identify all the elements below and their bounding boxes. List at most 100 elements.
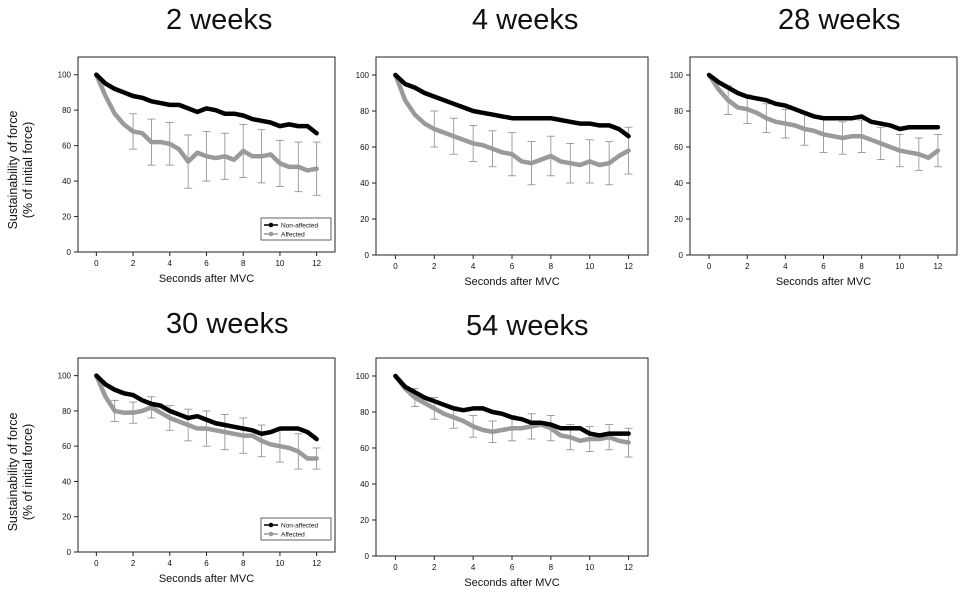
x-tick-label: 2 xyxy=(131,259,136,268)
y-tick-label: 0 xyxy=(67,248,72,257)
x-tick-label: 0 xyxy=(94,259,99,268)
legend-label: Affected xyxy=(281,232,305,239)
x-tick-label: 6 xyxy=(204,559,209,568)
y-tick-label: 100 xyxy=(58,71,72,80)
legend-label: Non-affected xyxy=(281,223,318,230)
y-tick-label: 80 xyxy=(62,106,71,115)
x-tick-label: 12 xyxy=(624,563,633,572)
series-affected-line xyxy=(393,72,631,168)
y-axis-label-line1: Sustainability of force xyxy=(6,412,20,532)
y-tick-label: 20 xyxy=(360,516,369,525)
x-tick-label: 8 xyxy=(859,262,864,271)
y-tick-label: 0 xyxy=(365,552,370,561)
legend-swatch-marker xyxy=(268,222,274,228)
y-tick-label: 60 xyxy=(62,142,71,151)
series-non-affected-line xyxy=(94,373,319,442)
x-tick-label: 8 xyxy=(241,559,246,568)
y-tick-label: 80 xyxy=(62,407,71,416)
y-tick-label: 80 xyxy=(674,107,683,116)
y-tick-label: 100 xyxy=(670,71,684,80)
legend-box xyxy=(260,517,332,541)
legend-label: Affected xyxy=(281,532,305,539)
y-axis-label: Sustainability of force (% of initial fo… xyxy=(6,105,36,235)
y-tick-label: 40 xyxy=(360,179,369,188)
chart-4-weeks: 0 20 40 60 80 100 0 2 4 6 8 10 12 Seconds after MVC xyxy=(356,56,649,288)
series-affected-line xyxy=(94,72,319,173)
chart-30-weeks: 0 20 40 60 80 100 0 2 4 6 8 10 12 Seconds after MVC No… xyxy=(58,357,336,585)
legend-swatch-marker xyxy=(268,531,274,537)
y-tick-label: 100 xyxy=(356,71,370,80)
panel-title: 2 weeks xyxy=(166,4,273,36)
chart-2-weeks: 0 20 40 60 80 100 0 2 4 6 8 10 12 Seconds after MVC No… xyxy=(58,56,336,285)
x-axis-label: Seconds after MVC xyxy=(776,276,871,288)
x-tick-label: 10 xyxy=(585,262,594,271)
y-tick-label: 80 xyxy=(360,408,369,417)
x-axis-label: Seconds after MVC xyxy=(464,577,559,589)
x-tick-label: 0 xyxy=(94,559,99,568)
legend-swatch-marker xyxy=(268,522,274,528)
y-tick-label: 60 xyxy=(62,442,71,451)
x-axis-label: Seconds after MVC xyxy=(159,273,254,285)
y-tick-label: 20 xyxy=(360,215,369,224)
series-non-affected-line xyxy=(94,72,319,136)
x-tick-label: 2 xyxy=(131,559,136,568)
panel-title: 54 weeks xyxy=(466,310,589,342)
series-non-affected-line xyxy=(706,72,941,132)
x-tick-label: 6 xyxy=(821,262,826,271)
x-tick-label: 6 xyxy=(204,259,209,268)
x-tick-label: 0 xyxy=(707,262,712,271)
panel-title: 4 weeks xyxy=(472,4,579,36)
chart-28-weeks: 0 20 40 60 80 100 0 2 4 6 8 10 12 Seconds after MVC xyxy=(670,56,958,288)
x-tick-label: 0 xyxy=(393,262,398,271)
y-axis-label-line2: (% of initial force) xyxy=(21,121,35,219)
series-non-affected-line xyxy=(393,72,631,139)
y-axis-label-line2: (% of initial force) xyxy=(21,423,35,521)
y-tick-label: 0 xyxy=(679,251,684,260)
y-tick-label: 20 xyxy=(674,215,683,224)
x-tick-label: 10 xyxy=(895,262,904,271)
y-axis-label-line1: Sustainability of force xyxy=(6,110,20,230)
x-axis-label: Seconds after MVC xyxy=(159,573,254,585)
y-tick-label: 80 xyxy=(360,107,369,116)
x-tick-label: 4 xyxy=(471,262,476,271)
y-tick-label: 40 xyxy=(62,177,71,186)
series-non-affected-line xyxy=(393,373,631,438)
y-tick-label: 60 xyxy=(674,143,683,152)
x-tick-label: 4 xyxy=(783,262,788,271)
y-tick-label: 40 xyxy=(62,477,71,486)
x-tick-label: 10 xyxy=(275,559,284,568)
x-tick-label: 12 xyxy=(312,259,321,268)
x-tick-label: 12 xyxy=(312,559,321,568)
x-tick-label: 4 xyxy=(471,563,476,572)
x-tick-label: 8 xyxy=(549,262,554,271)
y-tick-label: 0 xyxy=(67,548,72,557)
x-tick-label: 6 xyxy=(510,262,515,271)
chart-54-weeks: 0 20 40 60 80 100 0 2 4 6 8 10 12 Seconds after MVC xyxy=(356,357,649,589)
y-tick-label: 60 xyxy=(360,444,369,453)
x-tick-label: 2 xyxy=(432,262,437,271)
x-tick-label: 12 xyxy=(624,262,633,271)
plot-frame xyxy=(375,357,649,557)
x-tick-label: 6 xyxy=(510,563,515,572)
x-tick-label: 8 xyxy=(241,259,246,268)
x-axis-label: Seconds after MVC xyxy=(464,276,559,288)
legend-swatch-marker xyxy=(268,231,274,237)
x-tick-label: 2 xyxy=(745,262,750,271)
x-tick-label: 8 xyxy=(549,563,554,572)
x-tick-label: 0 xyxy=(393,563,398,572)
x-tick-label: 2 xyxy=(432,563,437,572)
legend-label: Non-affected xyxy=(281,523,318,530)
panel-title: 30 weeks xyxy=(166,308,289,340)
panel-title: 28 weeks xyxy=(778,4,901,36)
y-tick-label: 40 xyxy=(674,179,683,188)
legend-box xyxy=(260,217,332,241)
x-tick-label: 10 xyxy=(585,563,594,572)
x-tick-label: 4 xyxy=(168,259,173,268)
y-axis-label: Sustainability of force (% of initial fo… xyxy=(6,407,36,537)
y-tick-label: 100 xyxy=(58,372,72,381)
y-tick-label: 60 xyxy=(360,143,369,152)
series-affected-line xyxy=(94,373,319,461)
y-tick-label: 20 xyxy=(62,213,71,222)
x-tick-label: 10 xyxy=(275,259,284,268)
y-tick-label: 20 xyxy=(62,513,71,522)
